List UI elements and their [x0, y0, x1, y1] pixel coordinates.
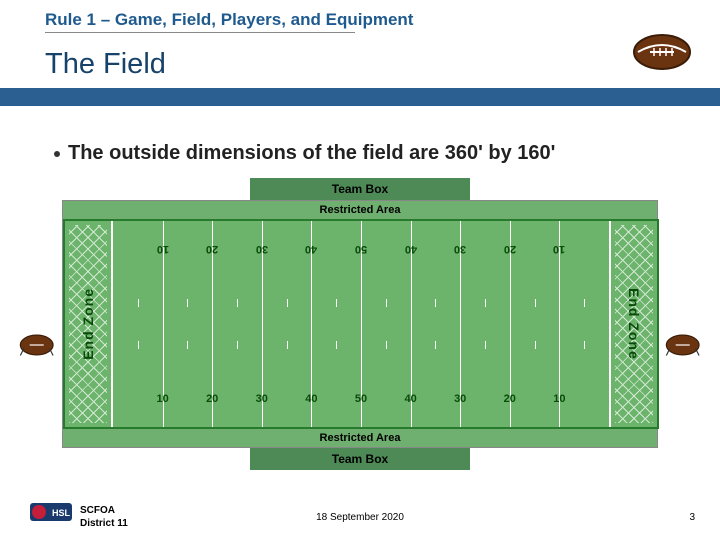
- yard-number-bottom: 10: [553, 393, 565, 405]
- yard-number-top: 50: [355, 243, 367, 255]
- teambox-bottom: Team Box: [250, 448, 470, 470]
- hash-mark: [237, 341, 238, 349]
- yard-number-bottom: 30: [256, 393, 268, 405]
- yard-number-top: 40: [305, 243, 317, 255]
- yard-number-top: 10: [553, 243, 565, 255]
- header-banner: [0, 88, 720, 106]
- restricted-top: Restricted Area: [63, 201, 657, 219]
- teambox-top: Team Box: [250, 178, 470, 200]
- bullet-dot-icon: [54, 151, 60, 157]
- hash-mark: [187, 299, 188, 307]
- endzone-label: End Zone: [626, 288, 642, 360]
- hash-mark: [138, 299, 139, 307]
- hash-mark: [336, 341, 337, 349]
- hash-mark: [485, 299, 486, 307]
- playing-field: End Zone 10 10 20 20 30 30 40 40 50 50 40 40 30 30 20 2…: [63, 219, 659, 429]
- hash-mark: [584, 299, 585, 307]
- hash-mark: [336, 299, 337, 307]
- hash-mark: [187, 341, 188, 349]
- bullet-text: The outside dimensions of the field are …: [68, 142, 555, 165]
- endzone-left: End Zone: [65, 221, 113, 427]
- hash-mark: [584, 341, 585, 349]
- yard-number-top: 30: [454, 243, 466, 255]
- yard-number-bottom: 20: [504, 393, 516, 405]
- hash-mark: [287, 299, 288, 307]
- footer: SCFOA District 11 18 September 2020 3: [0, 504, 720, 530]
- yard-number-top: 20: [504, 243, 516, 255]
- field-diagram: Team Box Restricted Area End Zone 10 10 20…: [62, 178, 658, 470]
- hash-mark: [386, 341, 387, 349]
- hash-mark: [435, 341, 436, 349]
- bullet-item: The outside dimensions of the field are …: [54, 142, 555, 165]
- football-icon: [664, 330, 702, 365]
- title-underline: [45, 32, 355, 33]
- section-title: The Field: [45, 48, 166, 81]
- football-icon: [630, 28, 695, 81]
- footer-org: SCFOA District 11: [80, 504, 128, 530]
- yard-number-top: 10: [156, 243, 168, 255]
- footer-org-line2: District 11: [80, 517, 128, 530]
- hash-mark: [485, 341, 486, 349]
- hash-mark: [287, 341, 288, 349]
- playfield: 10 10 20 20 30 30 40 40 50 50 40 40 30 30 20 20 10 10: [113, 221, 609, 427]
- hash-mark: [435, 299, 436, 307]
- hash-mark: [386, 299, 387, 307]
- restricted-bottom: Restricted Area: [63, 429, 657, 447]
- rule-title: Rule 1 – Game, Field, Players, and Equip…: [45, 10, 413, 30]
- hash-mark: [138, 341, 139, 349]
- hash-mark: [535, 341, 536, 349]
- endzone-right: End Zone: [609, 221, 657, 427]
- hash-mark: [237, 299, 238, 307]
- yard-number-bottom: 40: [404, 393, 416, 405]
- yard-number-bottom: 50: [355, 393, 367, 405]
- endzone-label: End Zone: [80, 288, 96, 360]
- footer-date: 18 September 2020: [316, 512, 404, 523]
- footer-page: 3: [689, 512, 695, 523]
- yard-number-top: 40: [404, 243, 416, 255]
- yard-number-bottom: 40: [305, 393, 317, 405]
- yard-number-top: 30: [256, 243, 268, 255]
- yard-number-bottom: 20: [206, 393, 218, 405]
- footer-org-line1: SCFOA: [80, 504, 128, 517]
- yard-number-top: 20: [206, 243, 218, 255]
- yard-number-bottom: 10: [156, 393, 168, 405]
- yard-number-bottom: 30: [454, 393, 466, 405]
- football-icon: [18, 330, 56, 365]
- hash-mark: [535, 299, 536, 307]
